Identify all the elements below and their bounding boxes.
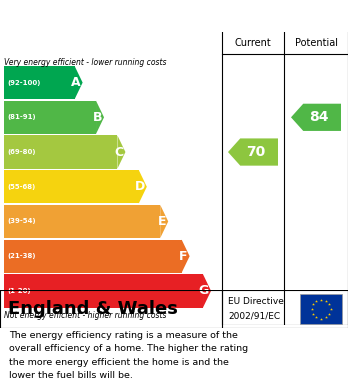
Bar [4,66,74,99]
Bar [4,170,139,203]
Text: EU Directive: EU Directive [228,298,284,307]
Polygon shape [117,135,125,169]
Text: (92-100): (92-100) [7,80,40,86]
Text: A: A [71,76,81,89]
Text: D: D [135,180,145,193]
Text: The energy efficiency rating is a measure of the
overall efficiency of a home. T: The energy efficiency rating is a measur… [9,331,248,380]
Text: 70: 70 [246,145,266,159]
Text: (81-91): (81-91) [7,114,35,120]
Polygon shape [182,240,190,273]
Bar [4,274,203,307]
Bar [4,135,117,169]
Polygon shape [228,138,278,166]
Polygon shape [96,101,104,134]
Text: 2002/91/EC: 2002/91/EC [228,312,280,321]
Bar [4,240,182,273]
Text: (21-38): (21-38) [7,253,35,259]
Text: Potential: Potential [294,38,338,48]
Polygon shape [139,170,147,203]
Text: C: C [114,145,124,158]
Text: (55-68): (55-68) [7,184,35,190]
Text: (39-54): (39-54) [7,219,35,224]
Text: Energy Efficiency Rating: Energy Efficiency Rating [9,9,219,23]
Bar [4,101,96,134]
Text: Very energy efficient - lower running costs: Very energy efficient - lower running co… [4,58,166,67]
Text: F: F [179,250,188,263]
Bar [300,294,342,324]
Text: 84: 84 [309,110,329,124]
Text: E: E [158,215,166,228]
Text: England & Wales: England & Wales [8,300,178,318]
Text: (69-80): (69-80) [7,149,35,155]
Polygon shape [74,66,82,99]
Polygon shape [291,104,341,131]
Polygon shape [203,274,211,307]
Bar [4,205,160,238]
Polygon shape [160,205,168,238]
Text: Not energy efficient - higher running costs: Not energy efficient - higher running co… [4,311,166,320]
Text: (1-20): (1-20) [7,288,31,294]
Text: Current: Current [235,38,271,48]
Text: G: G [199,284,209,298]
Text: B: B [93,111,102,124]
